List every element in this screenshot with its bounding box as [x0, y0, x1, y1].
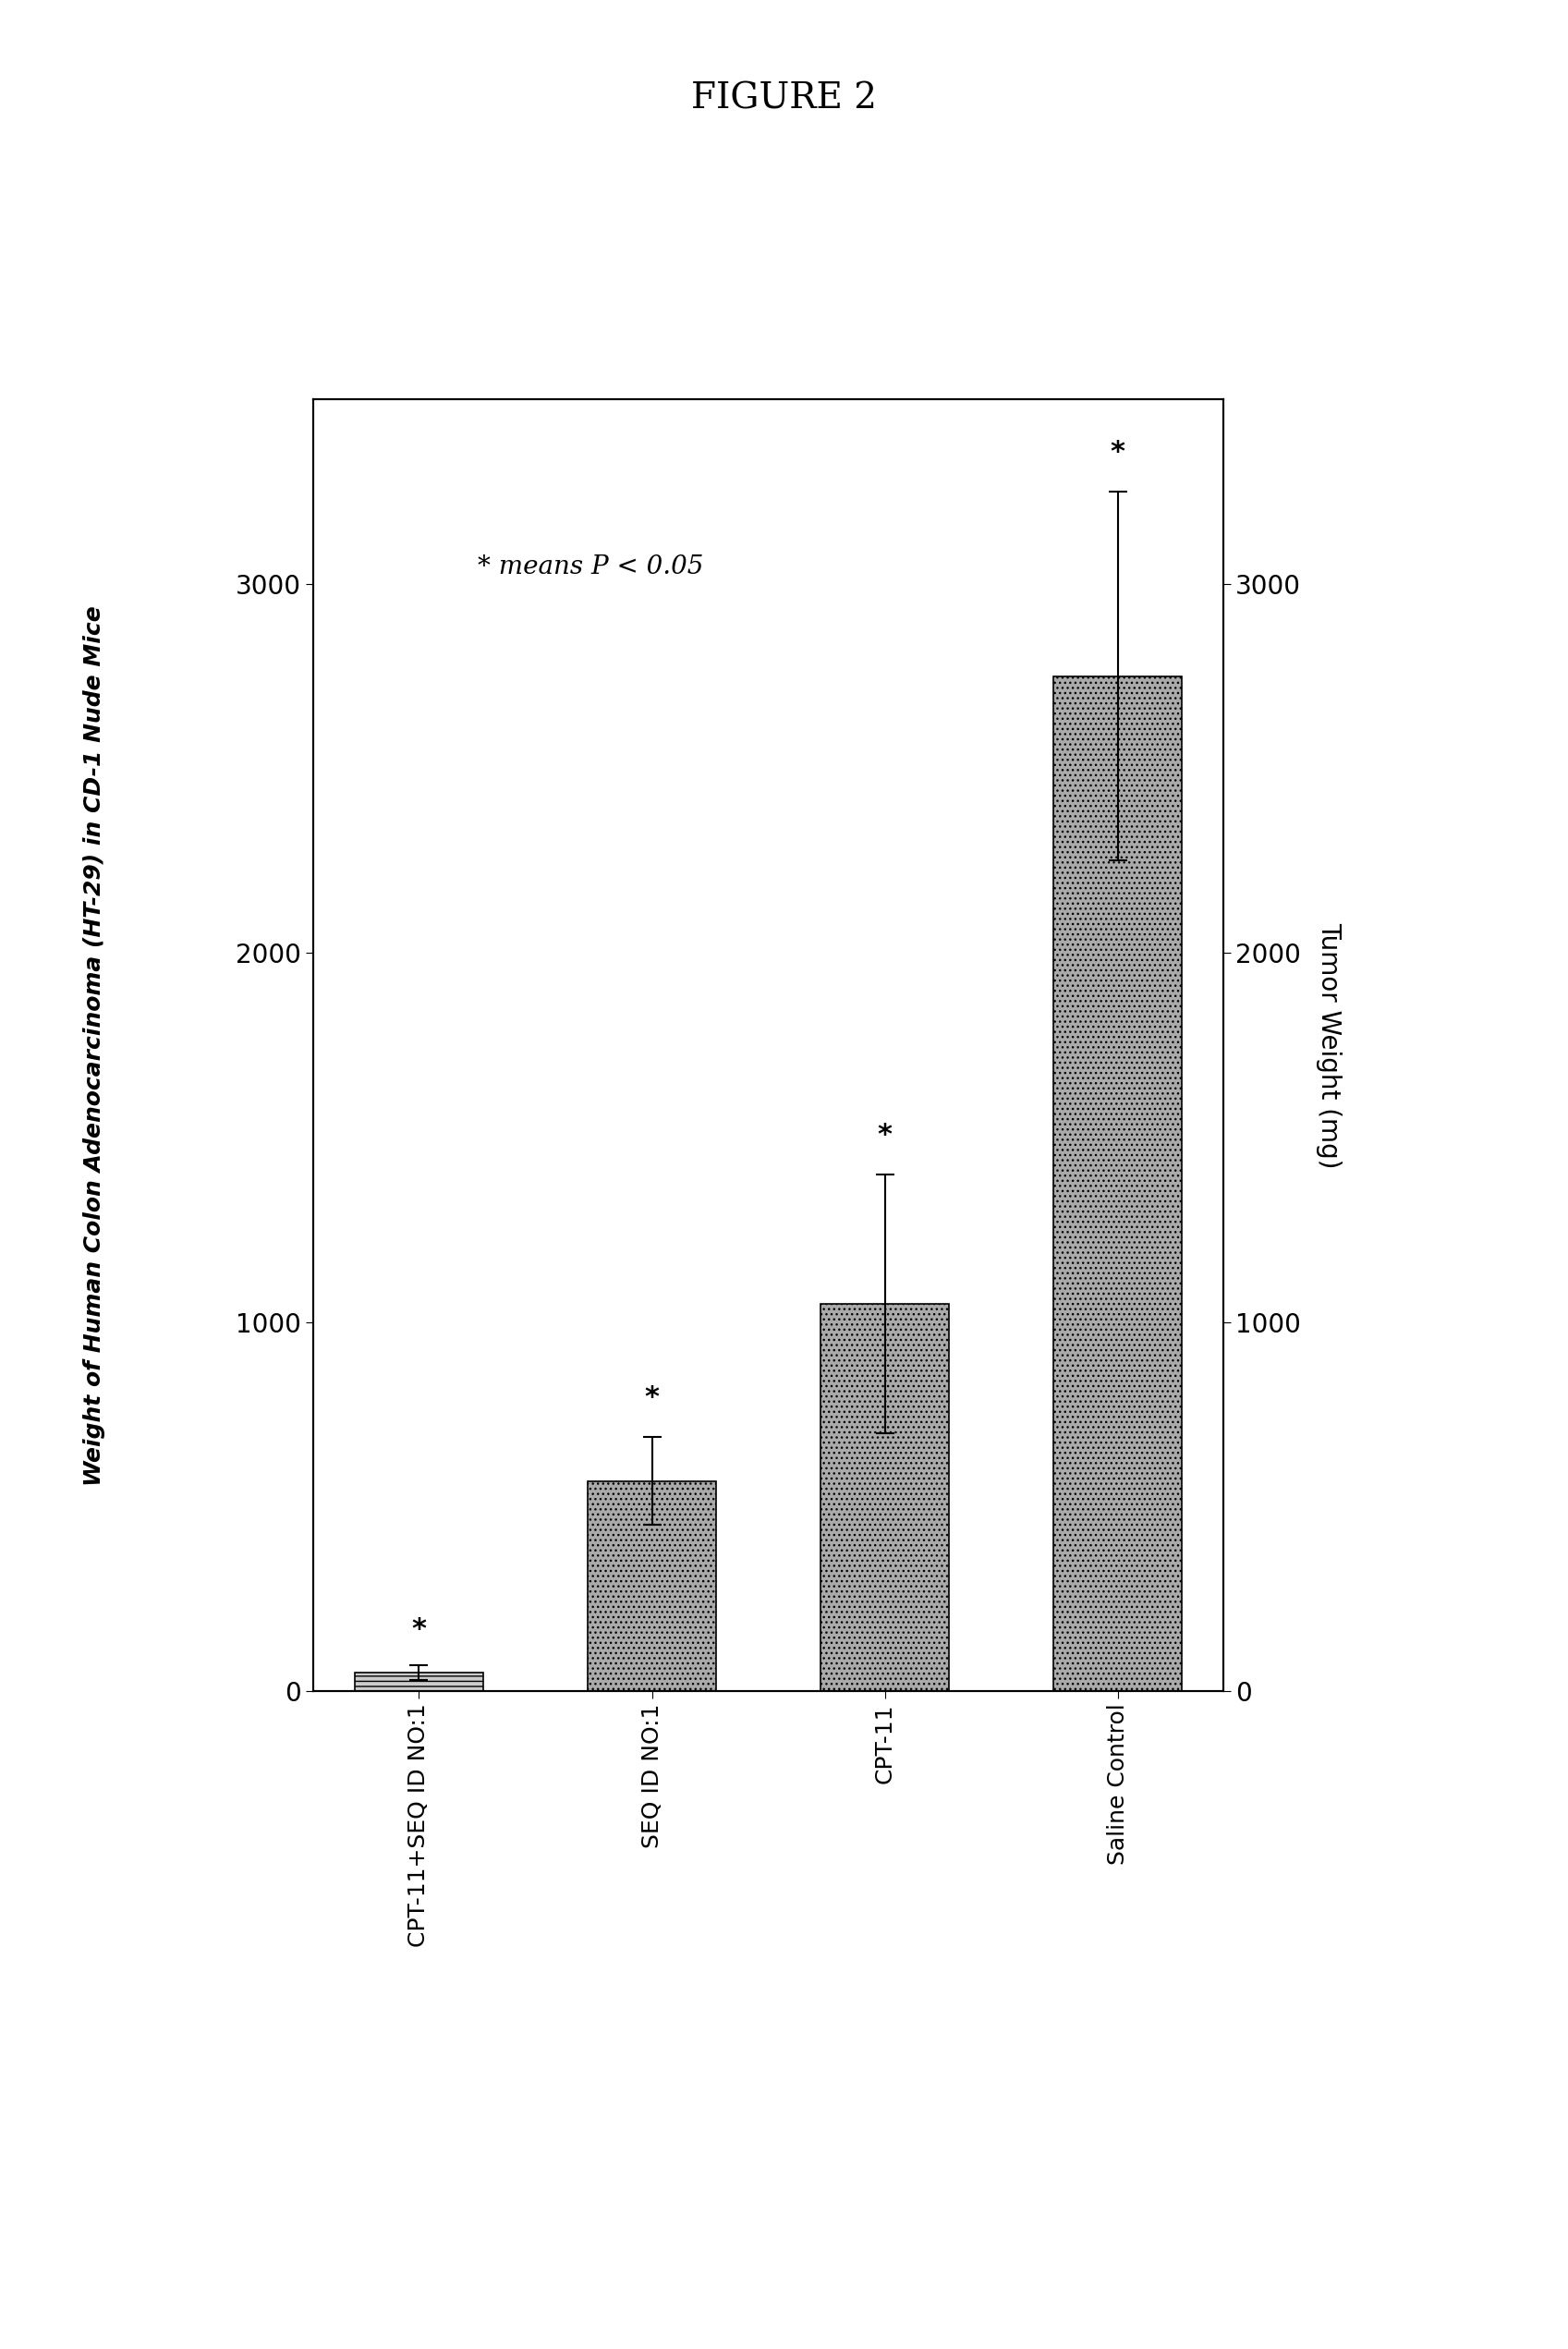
Bar: [1054, 677, 1182, 1691]
Text: *: *: [411, 1616, 426, 1644]
Text: Weight of Human Colon Adenocarcinoma (HT-29) in CD-1 Nude Mice: Weight of Human Colon Adenocarcinoma (HT…: [83, 606, 105, 1485]
Bar: [820, 1304, 949, 1691]
Text: *: *: [644, 1384, 659, 1412]
Text: FIGURE 2: FIGURE 2: [691, 82, 877, 117]
Bar: [588, 1480, 717, 1691]
Bar: [354, 1672, 483, 1691]
Text: *: *: [878, 1123, 892, 1149]
Y-axis label: Tumor Weight (mg): Tumor Weight (mg): [1316, 923, 1342, 1167]
Text: *: *: [1110, 439, 1126, 465]
Text: * means P < 0.05: * means P < 0.05: [477, 554, 702, 580]
